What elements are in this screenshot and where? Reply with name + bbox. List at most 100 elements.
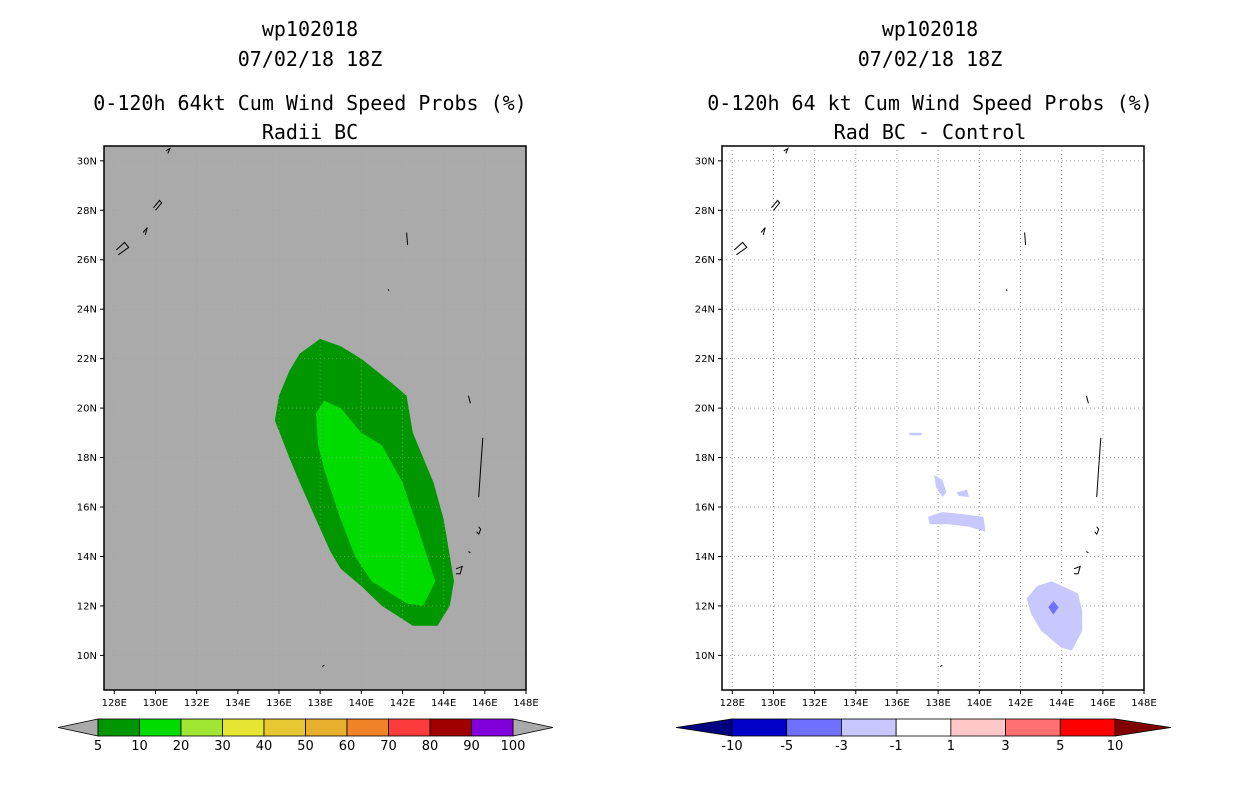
left-xtick-label-128E: 128E: [102, 698, 127, 709]
right-gridlines: [722, 146, 1144, 690]
left-island-ulithi: [321, 664, 325, 667]
right-ytick-label-24N: 24N: [695, 305, 715, 316]
right-ytick-label-12N: 12N: [695, 601, 715, 612]
right-ytick-label-16N: 16N: [695, 503, 715, 514]
left-island-guam: [455, 565, 463, 575]
left-title-variant: Radii BC: [261, 120, 359, 144]
right-title-variant: Rad BC - Control: [833, 120, 1027, 144]
right-title-storm-id: wp102018: [881, 17, 979, 41]
left-colorbar-box-1: [97, 718, 140, 737]
right-colorbar-over-triangle: [1114, 718, 1172, 737]
right-xtick-label-128E: 128E: [720, 698, 745, 709]
left-island-marianas-n: [467, 395, 471, 404]
right-plot-frame: [721, 145, 1145, 691]
left-colorbar-label-20: 20: [173, 739, 190, 754]
right-island-ryukyu-2: [760, 227, 766, 236]
left-ytick-label-26N: 26N: [77, 255, 97, 266]
right-xtick-label-136E: 136E: [884, 698, 909, 709]
right-island-saipan: [1094, 526, 1100, 536]
left-coastlines: [116, 147, 484, 667]
left-colorbar-label-90: 90: [463, 739, 480, 754]
right-island-amami: [771, 199, 781, 211]
right-diff-region-6: [909, 432, 922, 436]
left-colorbar-under-triangle: [57, 718, 99, 737]
right-island-bonin: [1024, 232, 1027, 245]
left-ytick-label-20N: 20N: [77, 404, 97, 415]
right-island-kyushu-tip: [783, 147, 789, 154]
left-contour-10pct: [316, 400, 436, 606]
left-colorbar-box-7: [346, 718, 389, 737]
left-colorbar-label-80: 80: [422, 739, 439, 754]
right-island-iwo: [1005, 289, 1008, 292]
left-xtick-label-146E: 146E: [472, 698, 497, 709]
left-colorbar-box-4: [222, 718, 265, 737]
right-xtick-label-148E: 148E: [1131, 698, 1156, 709]
left-xtick-label-140E: 140E: [349, 698, 374, 709]
left-ytick-label-24N: 24N: [77, 305, 97, 316]
left-colorbar-label-100: 100: [501, 739, 526, 754]
right-diff-region-1: [1026, 581, 1083, 651]
right-ytick-label-22N: 22N: [695, 354, 715, 365]
right-xtick-label-140E: 140E: [967, 698, 992, 709]
left-ytick-label-28N: 28N: [77, 206, 97, 217]
right-colorbar-label-3: 3: [1001, 739, 1009, 754]
left-island-marianas-mid: [478, 437, 484, 498]
right-ytick-label-18N: 18N: [695, 453, 715, 464]
right-colorbar-label-5: 5: [1056, 739, 1064, 754]
right-xtick-label-138E: 138E: [925, 698, 950, 709]
left-title-datetime: 07/02/18 18Z: [237, 47, 383, 71]
left-colorbar-label-30: 30: [214, 739, 231, 754]
left-colorbar-label-10: 10: [131, 739, 148, 754]
left-colorbar-box-9: [429, 718, 472, 737]
left-island-rota: [468, 551, 471, 554]
right-island-rota: [1086, 551, 1089, 554]
right-island-ryukyu-1: [734, 241, 748, 256]
right-xtick-label-134E: 134E: [843, 698, 868, 709]
left-colorbar-box-5: [263, 718, 306, 737]
right-coastlines: [734, 147, 1102, 667]
left-colorbar-box-8: [388, 718, 431, 737]
left-ytick-label-10N: 10N: [77, 651, 97, 662]
right-colorbar-label-10: 10: [1107, 739, 1124, 754]
right-colorbar-label--5: -5: [780, 739, 793, 754]
right-xtick-label-142E: 142E: [1008, 698, 1033, 709]
right-colorbar-box-7: [1059, 718, 1116, 737]
right-colorbar-label--3: -3: [835, 739, 848, 754]
left-xtick-label-142E: 142E: [390, 698, 415, 709]
left-ytick-label-16N: 16N: [77, 503, 97, 514]
right-colorbar-box-2: [786, 718, 842, 737]
left-ytick-label-18N: 18N: [77, 453, 97, 464]
right-diff-region-2: [1048, 601, 1059, 615]
right-colorbar-label--1: -1: [890, 739, 903, 754]
left-colorbar-label-60: 60: [339, 739, 356, 754]
left-ytick-label-12N: 12N: [77, 601, 97, 612]
right-diff-region-4: [956, 489, 969, 498]
left-island-kyushu-tip: [165, 147, 171, 154]
left-island-saipan: [476, 526, 482, 536]
left-xtick-label-144E: 144E: [431, 698, 456, 709]
left-xtick-label-132E: 132E: [184, 698, 209, 709]
right-ytick-label-30N: 30N: [695, 156, 715, 167]
right-colorbar-label-1: 1: [947, 739, 955, 754]
right-title-datetime: 07/02/18 18Z: [857, 47, 1003, 71]
right-title-product: 0-120h 64 kt Cum Wind Speed Probs (%): [707, 91, 1153, 115]
left-plot-frame: [103, 145, 527, 691]
left-colorbar-label-50: 50: [297, 739, 314, 754]
right-colorbar-box-1: [731, 718, 788, 737]
right-ytick-label-20N: 20N: [695, 404, 715, 415]
right-diff-region-5: [934, 474, 947, 498]
left-xtick-label-148E: 148E: [513, 698, 538, 709]
left-colorbar-label-5: 5: [94, 739, 102, 754]
right-ytick-label-10N: 10N: [695, 651, 715, 662]
right-colorbar-box-3: [841, 718, 897, 737]
left-colorbar-over-triangle: [512, 718, 554, 737]
left-title-product: 0-120h 64kt Cum Wind Speed Probs (%): [93, 91, 527, 115]
left-island-amami: [153, 199, 163, 211]
right-ytick-label-26N: 26N: [695, 255, 715, 266]
right-island-guam: [1073, 565, 1081, 575]
right-xtick-label-146E: 146E: [1090, 698, 1115, 709]
left-ytick-label-22N: 22N: [77, 354, 97, 365]
right-colorbar-box-5: [950, 718, 1006, 737]
left-island-ryukyu-1: [116, 241, 130, 256]
